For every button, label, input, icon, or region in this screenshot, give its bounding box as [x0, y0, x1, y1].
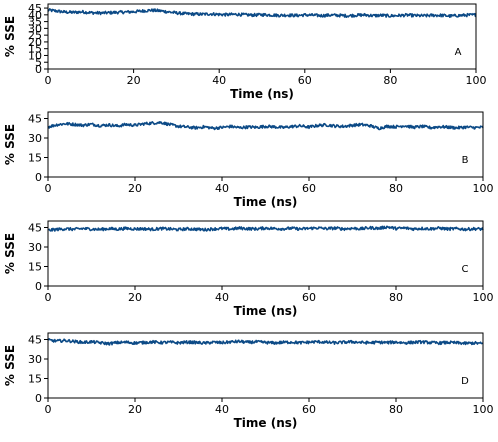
series-line: [47, 338, 484, 346]
y-tick-label: 25: [28, 29, 42, 42]
x-tick-label: 60: [302, 291, 316, 304]
x-tick-label: 0: [45, 403, 52, 416]
x-tick-label: 60: [302, 403, 316, 416]
x-axis-label: Time (ns): [234, 304, 298, 318]
x-axis-label: Time (ns): [230, 87, 294, 101]
x-tick-label: 60: [298, 74, 312, 87]
x-axis-label: Time (ns): [234, 416, 298, 430]
y-tick-label: 30: [28, 22, 42, 35]
y-tick-label: 20: [28, 36, 42, 49]
x-tick-label: 20: [128, 403, 142, 416]
panel-c: 0 15 30 45 0 20 40 60 80 100 Time (ns) % SSE C: [3, 220, 494, 318]
panel-label: D: [461, 376, 469, 387]
series-line: [47, 121, 484, 131]
y-axis-label: % SSE: [3, 233, 17, 274]
plot-frame: [47, 3, 477, 70]
x-tick-label: 0: [45, 74, 52, 87]
y-axis-label: % SSE: [3, 345, 17, 386]
panel-label: B: [462, 155, 469, 166]
y-tick-label: 45: [28, 2, 42, 15]
panel-d: 0 15 30 45 0 20 40 60 80 100 Time (ns) % SSE D: [3, 332, 494, 430]
panel-label: C: [462, 264, 469, 275]
y-tick-label: 15: [28, 43, 42, 56]
x-tick-label: 40: [215, 291, 229, 304]
x-tick-label: 100: [473, 403, 494, 416]
y-tick-label: 40: [28, 9, 42, 22]
x-tick-label: 40: [215, 182, 229, 195]
y-tick-label: 45: [28, 113, 42, 126]
y-axis-label: % SSE: [3, 124, 17, 165]
y-tick-label: 45: [28, 222, 42, 235]
plot-frame: [47, 220, 484, 287]
x-tick-label: 60: [302, 182, 316, 195]
x-tick-label: 20: [128, 182, 142, 195]
panel-label: A: [455, 47, 462, 58]
y-tick-label: 0: [35, 171, 42, 184]
y-axis-label: % SSE: [3, 16, 17, 57]
plot-frame: [47, 111, 484, 178]
series-line: [47, 8, 477, 19]
y-tick-label: 0: [35, 392, 42, 405]
y-tick-label: 30: [28, 241, 42, 254]
x-axis-label: Time (ns): [234, 195, 298, 209]
y-tick-label: 15: [28, 261, 42, 274]
plot-frame: [47, 332, 484, 399]
x-tick-label: 0: [45, 291, 52, 304]
series-line: [47, 225, 484, 232]
y-tick-label: 0: [35, 63, 42, 76]
y-tick-label: 15: [28, 373, 42, 386]
x-tick-label: 100: [466, 74, 487, 87]
y-tick-label: 45: [28, 334, 42, 347]
x-tick-label: 100: [473, 291, 494, 304]
y-tick-label: 30: [28, 132, 42, 145]
x-tick-label: 80: [389, 182, 403, 195]
y-tick-label: 5: [35, 56, 42, 69]
y-tick-label: 35: [28, 16, 42, 29]
panel-b: 0 15 30 45 0 20 40 60 80 100 Time (ns) % SSE B: [3, 111, 494, 209]
x-tick-label: 20: [128, 291, 142, 304]
y-tick-label: 0: [35, 280, 42, 293]
x-tick-label: 40: [212, 74, 226, 87]
x-tick-label: 0: [45, 182, 52, 195]
y-tick-label: 10: [28, 49, 42, 62]
y-tick-label: 30: [28, 353, 42, 366]
x-tick-label: 20: [127, 74, 141, 87]
x-tick-label: 80: [383, 74, 397, 87]
x-tick-label: 40: [215, 403, 229, 416]
x-tick-label: 80: [389, 403, 403, 416]
x-tick-label: 80: [389, 291, 403, 304]
x-tick-label: 100: [473, 182, 494, 195]
y-tick-label: 15: [28, 152, 42, 165]
